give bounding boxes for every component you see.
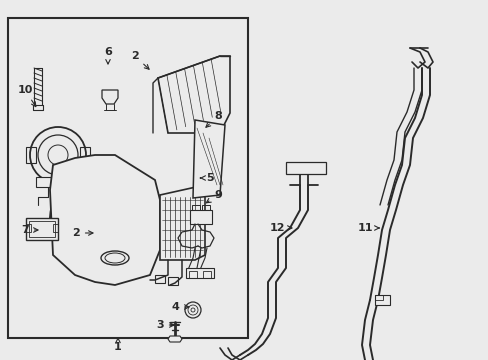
Text: 3: 3: [156, 320, 174, 330]
Text: 8: 8: [205, 111, 222, 127]
Text: 2: 2: [72, 228, 93, 238]
Bar: [26, 224, 31, 232]
Polygon shape: [102, 90, 118, 104]
Bar: [168, 277, 178, 285]
Bar: [29, 221, 55, 237]
Text: 4: 4: [171, 302, 188, 312]
Bar: [26, 218, 58, 240]
Bar: [189, 271, 197, 278]
Polygon shape: [36, 177, 80, 187]
Text: 5: 5: [200, 173, 213, 183]
Bar: [190, 210, 212, 224]
Polygon shape: [50, 155, 160, 285]
Polygon shape: [193, 120, 224, 198]
Polygon shape: [160, 185, 204, 260]
Bar: [26, 147, 36, 163]
Bar: [185, 268, 214, 278]
Text: 11: 11: [357, 223, 378, 233]
Bar: [285, 162, 325, 174]
Text: 9: 9: [206, 190, 222, 203]
Ellipse shape: [101, 251, 129, 265]
Circle shape: [184, 302, 201, 318]
Text: 10: 10: [17, 85, 36, 107]
Polygon shape: [168, 336, 182, 342]
Text: 1: 1: [114, 338, 122, 352]
Bar: [192, 205, 200, 210]
Text: 7: 7: [21, 225, 38, 235]
Bar: [8, 18, 247, 338]
Text: 2: 2: [131, 51, 149, 69]
Polygon shape: [158, 56, 229, 133]
Bar: [80, 147, 90, 163]
Bar: [374, 295, 382, 300]
Bar: [202, 205, 209, 210]
Text: 6: 6: [104, 47, 112, 64]
Bar: [155, 275, 164, 283]
Bar: [203, 271, 210, 278]
Text: 12: 12: [269, 223, 291, 233]
Bar: [374, 295, 389, 305]
Bar: [53, 224, 58, 232]
